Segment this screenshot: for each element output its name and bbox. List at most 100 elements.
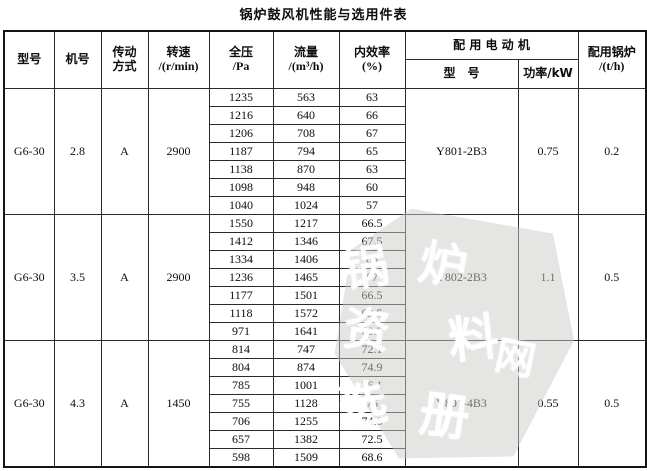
cell-pressure: 804	[208, 358, 274, 377]
cell-pressure: 1235	[208, 88, 274, 107]
cell-efficiency: 76	[338, 394, 406, 413]
cell-flow: 708	[272, 124, 340, 143]
cell-pressure: 1550	[208, 214, 274, 233]
cell-efficiency: 67	[338, 124, 406, 143]
cell-flow: 1255	[272, 412, 340, 431]
cell-fan-no: 3.5	[53, 214, 102, 341]
data-row: 1138 870 63	[4, 160, 646, 179]
cell-pressure: 1040	[208, 196, 274, 215]
fan-performance-table: 型号 机号 传动 方式 转速 /(r/min) 全压 /Pa 流量 /(m³/h…	[3, 30, 647, 468]
cell-pressure: 1236	[208, 268, 274, 287]
cell-drive: A	[100, 340, 149, 468]
col-header-motor-power: 功率/kW	[517, 59, 579, 89]
col-header-drive-line2: 方式	[112, 59, 137, 73]
cell-efficiency: 60.5	[338, 322, 406, 341]
cell-efficiency: 66.5	[338, 214, 406, 233]
cell-pressure: 785	[208, 376, 274, 395]
col-header-boiler-line2: /(t/h)	[599, 59, 625, 73]
cell-motor-power: 0.75	[517, 88, 579, 215]
cell-flow: 1572	[272, 304, 340, 323]
cell-efficiency: 67	[338, 268, 406, 287]
col-header-boiler-line1: 配用锅炉	[587, 45, 636, 60]
cell-boiler: 0.2	[577, 88, 647, 215]
cell-pressure: 1098	[208, 178, 274, 197]
col-header-flow: 流量 /(m³/h)	[272, 30, 340, 89]
cell-efficiency: 63.5	[338, 304, 406, 323]
cell-efficiency: 74.9	[338, 358, 406, 377]
cell-model: G6-30	[3, 214, 55, 341]
cell-flow: 794	[272, 142, 340, 161]
cell-motor-model: Y801-4B3	[404, 340, 519, 468]
cell-efficiency: 63	[338, 88, 406, 107]
col-header-motor-group: 配 用 电 动 机	[404, 30, 579, 60]
cell-efficiency: 60	[338, 178, 406, 197]
cell-pressure: 755	[208, 394, 274, 413]
cell-pressure: 1138	[208, 160, 274, 179]
cell-flow: 1217	[272, 214, 340, 233]
cell-efficiency: 72.5	[338, 430, 406, 449]
cell-flow: 1641	[272, 322, 340, 341]
cell-motor-model: Y801-2B3	[404, 88, 519, 215]
col-header-model: 型号	[3, 30, 55, 89]
cell-pressure: 814	[208, 340, 274, 359]
cell-efficiency: 68	[338, 250, 406, 269]
cell-flow: 870	[272, 160, 340, 179]
cell-flow: 1001	[272, 376, 340, 395]
cell-flow: 563	[272, 88, 340, 107]
col-header-drive-line1: 传动	[112, 45, 137, 60]
col-header-pressure-line1: 全压	[228, 45, 253, 60]
cell-motor-power: 0.55	[517, 340, 579, 468]
table-body: G6-30 2.8 A 2900 1235 563 63 Y801-2B3 0.75 0.2 121…	[3, 88, 647, 468]
cell-drive: A	[100, 214, 149, 341]
cell-speed: 2900	[147, 88, 210, 215]
cell-flow: 948	[272, 178, 340, 197]
data-row: G6-30 4.3 A 1450 814 747 72.1 Y801-4B3 0.55 0.5	[3, 340, 647, 468]
cell-pressure: 657	[208, 430, 274, 449]
cell-drive: A	[100, 88, 149, 215]
header-row-2: 型 号 功率/kW	[4, 59, 646, 89]
cell-pressure: 1118	[208, 304, 274, 323]
cell-flow: 1509	[272, 448, 340, 468]
cell-efficiency: 68.6	[338, 448, 406, 468]
cell-fan-no: 2.8	[53, 88, 102, 215]
col-header-fan-no: 机号	[53, 30, 102, 89]
cell-pressure: 1206	[208, 124, 274, 143]
cell-flow: 1024	[272, 196, 340, 215]
cell-motor-model: Y802-2B3	[404, 214, 519, 341]
cell-flow: 1128	[272, 394, 340, 413]
col-header-speed-line1: 转速	[166, 45, 191, 60]
cell-model: G6-30	[3, 88, 55, 215]
table-header: 型号 机号 传动 方式 转速 /(r/min) 全压 /Pa 流量 /(m³/h…	[3, 30, 647, 89]
scanned-table-page: 锅炉鼓风机性能与选用件表 型号 机号 传动 方式 转速 /(r/min)	[0, 4, 647, 471]
cell-flow: 1406	[272, 250, 340, 269]
cell-pressure: 1187	[208, 142, 274, 161]
cell-efficiency: 63	[338, 160, 406, 179]
cell-boiler: 0.5	[577, 214, 647, 341]
col-header-motor-model: 型 号	[404, 59, 519, 89]
col-header-boiler: 配用锅炉 /(t/h)	[577, 30, 647, 89]
header-row-1: 型号 机号 传动 方式 转速 /(r/min) 全压 /Pa 流量 /(m³/h…	[3, 30, 647, 89]
cell-pressure: 1216	[208, 106, 274, 125]
cell-efficiency: 72.1	[338, 340, 406, 359]
cell-pressure: 706	[208, 412, 274, 431]
cell-pressure: 1177	[208, 286, 274, 305]
cell-efficiency: 65	[338, 142, 406, 161]
cell-model: G6-30	[3, 340, 55, 468]
cell-motor-power: 1.1	[517, 214, 579, 341]
cell-pressure: 1412	[208, 232, 274, 251]
cell-pressure: 598	[208, 448, 274, 468]
cell-flow: 1382	[272, 430, 340, 449]
cell-efficiency: 66	[338, 106, 406, 125]
cell-pressure: 971	[208, 322, 274, 341]
cell-efficiency: 74.8	[338, 412, 406, 431]
cell-fan-no: 4.3	[53, 340, 102, 468]
cell-speed: 1450	[147, 340, 210, 468]
page-title: 锅炉鼓风机性能与选用件表	[239, 8, 408, 23]
cell-flow: 1501	[272, 286, 340, 305]
cell-speed: 2900	[147, 214, 210, 341]
cell-pressure: 1334	[208, 250, 274, 269]
col-header-pressure-line2: /Pa	[232, 59, 250, 73]
cell-efficiency: 67.5	[338, 232, 406, 251]
col-header-efficiency-line2: (%)	[362, 59, 382, 73]
col-header-pressure: 全压 /Pa	[208, 30, 274, 89]
